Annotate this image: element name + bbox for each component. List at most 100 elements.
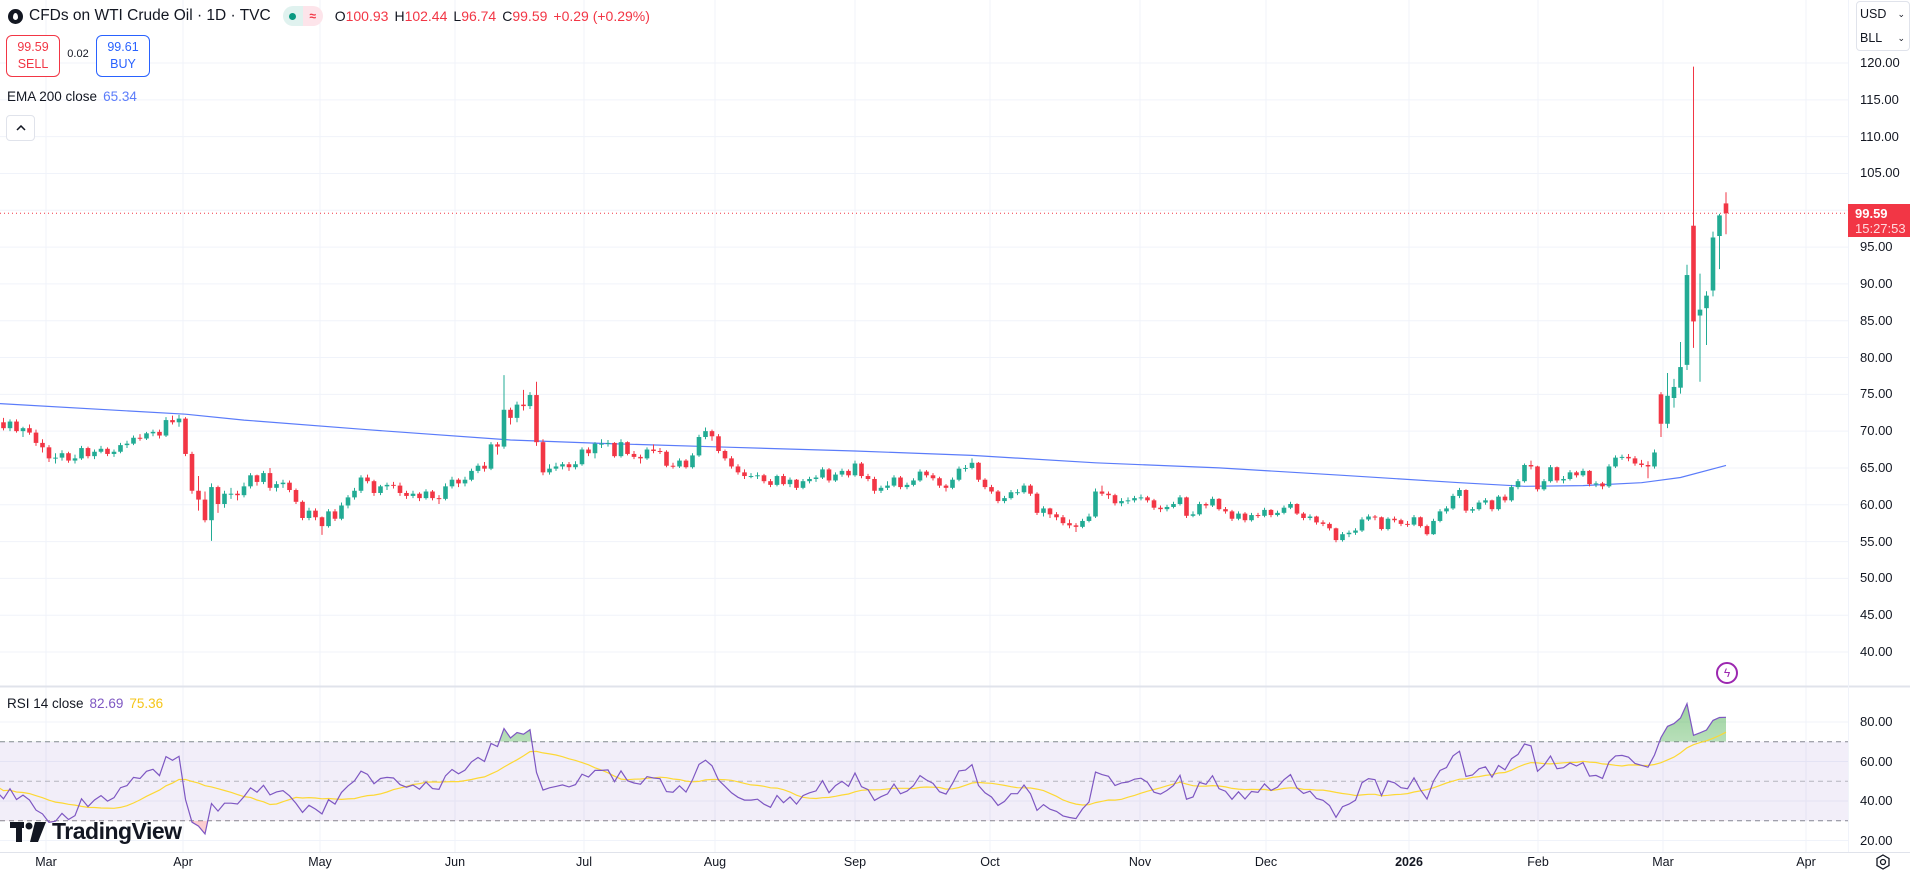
lightning-icon[interactable]: ϟ: [1716, 662, 1738, 684]
candle-body: [215, 487, 221, 505]
candle: [573, 461, 578, 470]
candle-body: [1671, 386, 1677, 398]
candle: [930, 473, 936, 481]
change-value: +0.29 (+0.29%): [553, 8, 650, 24]
candle-body: [560, 464, 565, 467]
symbol-title[interactable]: CFDs on WTI Crude Oil · 1D · TVC: [29, 7, 271, 24]
collapse-legend-button[interactable]: [6, 115, 35, 141]
candle: [1509, 484, 1514, 502]
candle: [261, 470, 266, 485]
candle: [1034, 492, 1040, 516]
candle: [514, 401, 520, 423]
candle: [449, 476, 455, 489]
candle: [456, 478, 461, 488]
candle: [1658, 392, 1664, 438]
candle-body: [1639, 463, 1644, 465]
candle: [7, 419, 13, 432]
candle-body: [995, 491, 1001, 502]
candle: [1099, 485, 1105, 496]
time-axis-label: May: [308, 855, 332, 869]
candle-body: [241, 486, 247, 496]
candle-body: [703, 431, 708, 438]
sell-button[interactable]: 99.59 SELL: [6, 35, 60, 77]
candle-body: [1249, 515, 1254, 521]
close-label: C: [502, 8, 513, 24]
candle-body: [92, 451, 97, 457]
candle-body: [638, 456, 643, 459]
candle-body: [1606, 466, 1612, 487]
candle-body: [1255, 515, 1261, 517]
candle: [748, 473, 754, 479]
sell-label: SELL: [17, 57, 49, 71]
candle-body: [1073, 525, 1079, 527]
candle: [1242, 512, 1248, 523]
candle-body: [462, 479, 468, 484]
last-price-label: 99.59 15:27:53: [1848, 204, 1910, 237]
candle-body: [891, 477, 897, 486]
candle-body: [846, 470, 851, 476]
candle: [859, 462, 864, 479]
price-tick-label: 115.00: [1860, 91, 1899, 107]
candle: [235, 490, 240, 501]
tradingview-logo-icon: [10, 821, 46, 842]
candle-body: [1619, 456, 1625, 458]
candle-body: [430, 491, 435, 499]
candle: [1132, 495, 1137, 503]
candle-body: [748, 476, 754, 478]
price-tick-label: 90.00: [1860, 275, 1893, 291]
candle: [1405, 520, 1410, 527]
candle-body: [1652, 452, 1657, 467]
candle: [319, 516, 325, 535]
candle: [1314, 515, 1319, 525]
candle: [1028, 484, 1033, 496]
candle: [202, 491, 208, 523]
candle-body: [664, 451, 669, 466]
candle: [1450, 493, 1456, 510]
candle-body: [800, 481, 806, 488]
candle-body: [118, 445, 123, 452]
candle-body: [1476, 502, 1482, 510]
candle-body: [248, 475, 253, 487]
candle-body: [1106, 493, 1111, 496]
buy-button[interactable]: 99.61 BUY: [96, 35, 150, 77]
candle-body: [1327, 523, 1332, 529]
candle: [1190, 511, 1196, 518]
candle: [1457, 487, 1462, 499]
candle-body: [1008, 492, 1014, 499]
candle: [1262, 507, 1267, 518]
candle: [1164, 504, 1170, 512]
settings-gear-icon: [1876, 854, 1890, 870]
candle-body: [1015, 492, 1020, 494]
candle: [644, 447, 650, 460]
unit-select[interactable]: BLL ⌄: [1857, 26, 1909, 50]
currency-select[interactable]: USD ⌄: [1857, 2, 1909, 26]
candle-body: [488, 444, 494, 469]
candle-body: [40, 442, 45, 448]
candle-body: [586, 449, 591, 454]
rsi-legend[interactable]: RSI 14 close 82.69 75.36: [7, 696, 163, 711]
candle: [1047, 507, 1053, 519]
candle: [605, 439, 611, 447]
candle-body: [618, 442, 624, 457]
candle-body: [729, 458, 734, 467]
candle: [722, 449, 728, 461]
time-axis-settings-button[interactable]: [1874, 853, 1892, 871]
candle-body: [1047, 508, 1053, 515]
ema-legend[interactable]: EMA 200 close 65.34: [7, 89, 137, 104]
candle: [1145, 495, 1150, 503]
candle: [937, 476, 942, 488]
candle-body: [1704, 295, 1709, 309]
candle-body: [670, 465, 676, 467]
market-status[interactable]: ≈: [282, 6, 323, 26]
candle-body: [1431, 520, 1436, 535]
candle: [1327, 522, 1332, 531]
candle-body: [27, 428, 32, 433]
candle-body: [833, 474, 838, 481]
candle-body: [1229, 511, 1235, 519]
candle: [956, 466, 962, 482]
candle-body: [1021, 485, 1027, 493]
candle: [417, 492, 422, 502]
candle: [20, 426, 26, 438]
candle: [1301, 512, 1306, 521]
